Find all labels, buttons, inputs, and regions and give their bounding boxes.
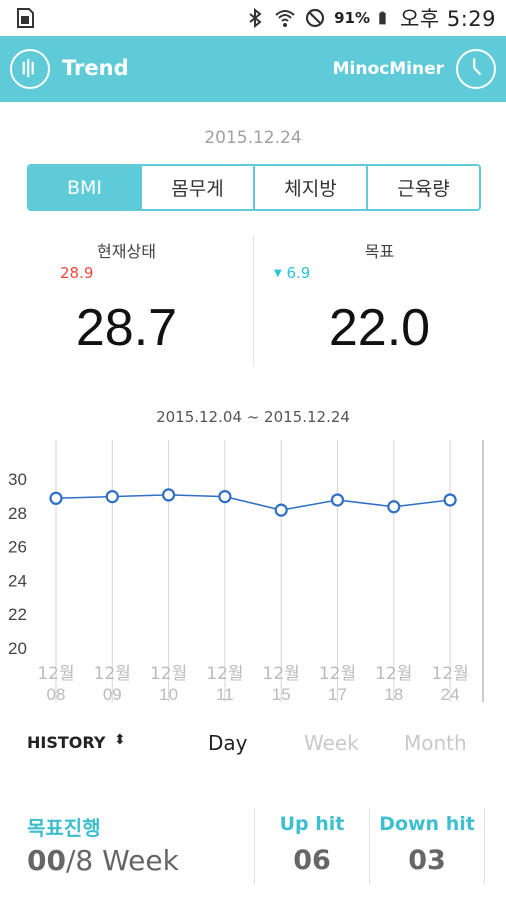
down-hit-value: 03 [408,845,446,876]
x-tick-label: 08 [47,685,66,704]
up-hit-label: Up hit [279,813,345,835]
stat-divider [253,236,254,366]
sort-icon[interactable]: ⬍ [114,732,126,748]
user-name[interactable]: MinocMiner [332,59,444,79]
y-tick-label: 26 [8,538,27,557]
bmi-series-line [55,494,451,511]
history-bar: HISTORY ⬍ Day Week Month [0,724,506,764]
tab-bmi[interactable]: BMI [29,166,140,209]
goal-progress-value: 00/8 Week [27,844,179,877]
x-tick-label: 12월 [37,664,74,684]
y-tick-label: 22 [8,605,27,624]
battery-percent: 91% [334,9,371,27]
page-title: Trend [62,56,129,80]
x-tick-label: 18 [384,685,403,704]
goal-value: 22.0 [328,299,431,357]
x-tick-label: 17 [328,685,347,704]
history-label: HISTORY [27,733,106,752]
status-bar: 91% 오후 5:29 [0,0,506,36]
x-tick-label: 12월 [94,664,131,684]
y-tick-label: 24 [8,571,27,590]
x-tick-label: 12월 [319,664,356,684]
bmi-data-point [274,503,288,517]
current-status-panel: 현재상태 28.9 28.7 [0,232,253,370]
down-hit-panel: Down hit 03 [370,808,484,884]
wifi-icon [275,10,295,27]
x-tick-label: 12월 [206,664,243,684]
tab-body-fat[interactable]: 체지방 [253,166,366,209]
clock-icon [473,58,482,76]
current-previous-value: 28.9 [60,264,94,282]
bmi-data-point [218,489,232,504]
status-clock: 오후 5:29 [400,7,496,31]
y-tick-label: 28 [8,504,27,523]
goal-diff-marker: ▼ [274,268,282,279]
y-tick-label: 30 [8,470,27,489]
goal-progress-panel: 목표진행 00/8 Week Up hit 06 Down hit 03 [0,808,506,884]
tab-weight[interactable]: 몸무게 [140,166,253,209]
x-tick-label: 12월 [150,664,187,684]
goal-progress-rest: /8 Week [65,844,179,877]
bluetooth-icon [249,7,262,29]
goal-progress-title: 목표진행 [27,816,101,840]
battery-icon [379,11,386,25]
goal-panel: 목표 ▼ 6.9 22.0 [253,232,506,370]
current-value: 28.7 [75,299,178,357]
bmi-data-point [443,493,457,507]
x-tick-label: 11 [216,685,234,704]
x-tick-label: 09 [103,685,122,704]
y-tick-label: 20 [8,639,27,658]
x-tick-label: 12월 [431,664,468,684]
bottom-divider [484,808,485,884]
bmi-data-point [105,489,119,504]
period-week[interactable]: Week [304,731,359,755]
bottom-divider [369,808,370,884]
x-tick-label: 24 [441,685,460,704]
period-month[interactable]: Month [404,731,467,755]
bmi-data-point [330,493,345,507]
tab-muscle[interactable]: 근육량 [366,166,479,209]
up-hit-panel: Up hit 06 [255,808,369,884]
x-tick-label: 12월 [375,664,412,684]
do-not-disturb-icon [306,8,325,28]
up-hit-value: 06 [293,845,331,876]
bmi-data-point [49,491,63,505]
goal-diff: ▼ 6.9 [274,264,310,282]
bottom-divider [254,808,255,884]
selected-date: 2015.12.24 [204,128,302,148]
current-status-label: 현재상태 [97,242,156,261]
date-range: 2015.12.04 ~ 2015.12.24 [156,408,350,426]
x-tick-label: 10 [159,685,178,704]
bmi-trend-chart[interactable]: 20222426283012월0812월0912월1012월1112월1512월… [0,432,506,712]
status-icons: 91% 오후 5:29 [244,0,496,36]
goal-label: 목표 [364,242,395,261]
metric-tabs: BMI 몸무게 체지방 근육량 [27,164,481,211]
bmi-data-point [162,488,176,502]
period-day[interactable]: Day [208,731,248,755]
x-tick-label: 12월 [263,664,300,684]
down-hit-label: Down hit [379,813,475,835]
history-clock-button[interactable] [456,49,496,89]
x-tick-label: 15 [272,685,291,704]
sim-card-icon [17,8,34,28]
goal-progress-done: 00 [27,844,66,877]
menu-button[interactable] [10,49,50,89]
bmi-data-point [387,500,401,514]
chart-bars-icon [22,59,34,78]
goal-diff-value: 6.9 [286,264,311,282]
app-header: Trend MinocMiner [0,36,506,102]
